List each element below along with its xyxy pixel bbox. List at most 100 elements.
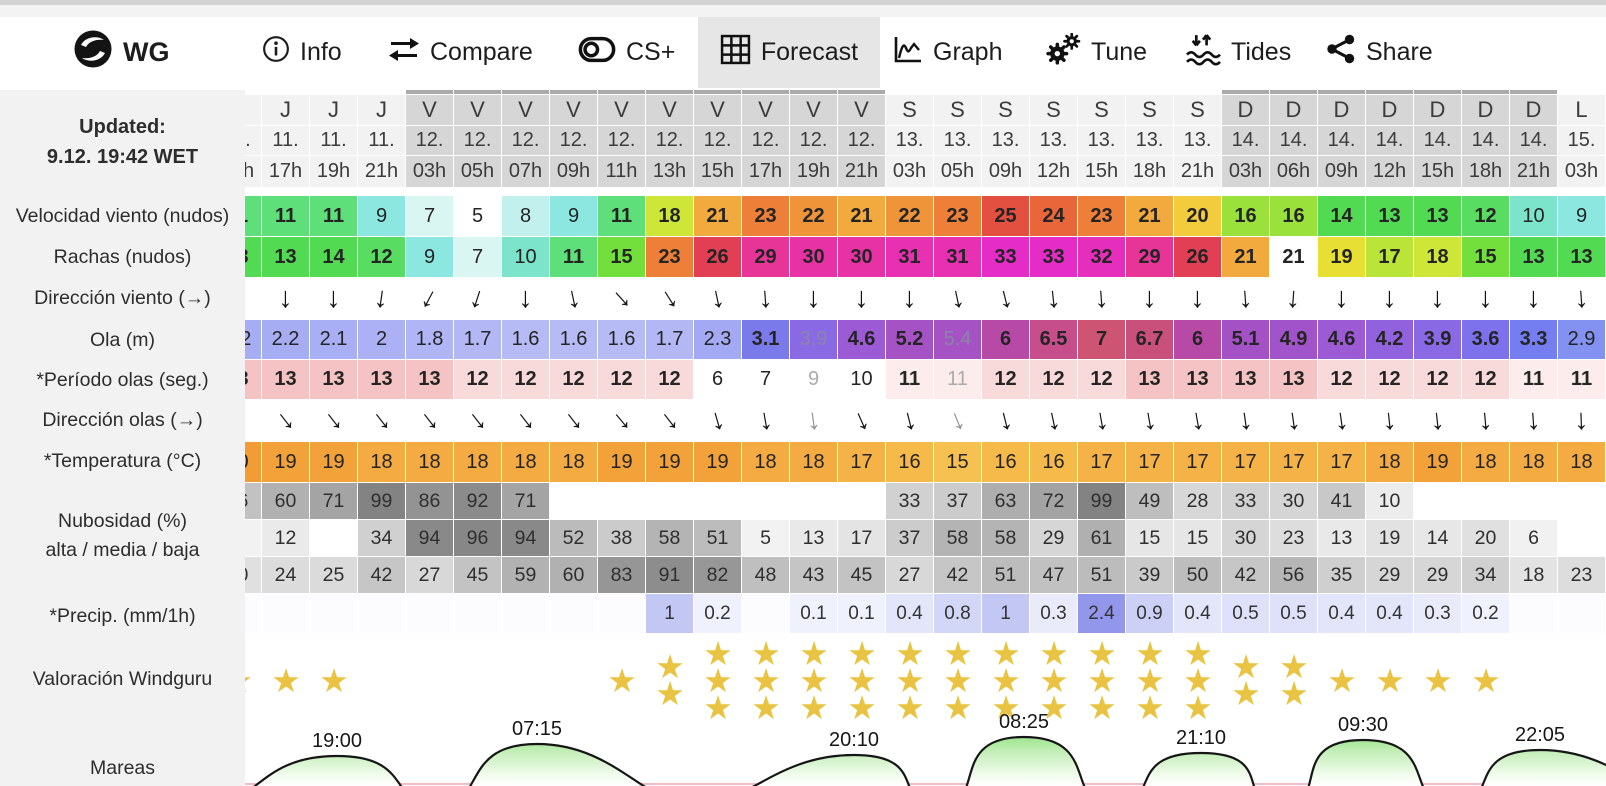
star-icon: ★ (895, 661, 925, 699)
nav-item-tides[interactable]: Tides (1186, 17, 1291, 88)
forecast-column: V 12. 05h 5 7 ↓ 1.7 12 ↓ 18 92 96 45 (454, 90, 502, 726)
precipitation-cell (550, 594, 598, 634)
rating-stars-cell: ★ (262, 634, 310, 726)
cloud-low-cell: 42 (934, 557, 982, 594)
forecast-column: D 14. 15h 13 18 ↓ 3.9 12 ↓ 19 14 29 0.3 ★ (1414, 90, 1462, 726)
cloud-mid-cell: 37 (886, 520, 934, 557)
cloud-low-cell: 50 (1174, 557, 1222, 594)
table-grid-icon (720, 34, 751, 72)
day-strip (934, 90, 982, 95)
temperature-cell: 18 (502, 442, 550, 483)
nav-item-graph[interactable]: Graph (893, 17, 1002, 88)
wind-speed-cell: 11 (245, 196, 262, 237)
cloud-high-cell: 28 (1174, 483, 1222, 520)
wave-height-cell: 5.1 (1222, 320, 1270, 360)
forecast-column: J 11. 17h 11 13 ↓ 2.2 13 ↓ 19 60 12 24 ★ (262, 90, 310, 726)
top-strip (0, 0, 1606, 5)
header-gap (694, 188, 742, 196)
wave-height-cell: 2.9 (1558, 320, 1606, 360)
wave-direction-arrow-icon: ↓ (1573, 403, 1590, 437)
cloud-low-cell: 56 (1270, 557, 1318, 594)
nav-item-share[interactable]: Share (1326, 17, 1433, 88)
header-date-cell: 13. (1174, 126, 1222, 156)
wave-height-cell: 1.7 (646, 320, 694, 360)
wave-direction-arrow-icon: ↓ (1332, 403, 1351, 437)
header-day-cell: D (1414, 95, 1462, 126)
cloud-low-cell: 47 (1030, 557, 1078, 594)
wave-direction-arrow-icon: ↓ (557, 403, 589, 438)
wave-period-cell: 12 (550, 360, 598, 400)
header-hour-cell: 09h (1318, 156, 1366, 188)
header-hour-cell: 19h (790, 156, 838, 188)
wind-direction-cell: ↓ (646, 278, 694, 320)
wave-direction-arrow-icon: ↓ (804, 403, 823, 437)
precipitation-cell (1558, 594, 1606, 634)
star-icon: ★ (1183, 688, 1213, 726)
cloud-low-cell: 48 (742, 557, 790, 594)
wave-direction-arrow-icon: ↓ (944, 402, 971, 438)
star-icon: ★ (847, 688, 877, 726)
cloud-mid-cell: 6 (1510, 520, 1558, 557)
precipitation-cell: 0.5 (1270, 594, 1318, 634)
nav-item-cs-plus[interactable]: CS+ (578, 17, 675, 88)
header-hour-cell: 05h (454, 156, 502, 188)
wave-direction-cell: ↓ (1558, 400, 1606, 442)
wind-direction-arrow-icon: ↓ (946, 280, 968, 316)
row-label-tides: Mareas (89, 757, 156, 779)
header-gap (646, 188, 694, 196)
cloud-high-cell: 30 (1270, 483, 1318, 520)
wave-period-cell: 13 (1270, 360, 1318, 400)
forecast-column: D 14. 12h 13 17 ↓ 4.2 12 ↓ 18 10 19 29 0.4 ★ (1366, 90, 1414, 726)
wave-direction-arrow-icon: ↓ (245, 403, 253, 438)
rating-stars-cell: ★ ★ ★ (1126, 634, 1174, 726)
wave-period-cell: 12 (1030, 360, 1078, 400)
row-label-sidebar: Updated: 9.12. 19:42 WET Velocidad vient… (0, 90, 245, 786)
temperature-cell: 16 (1030, 442, 1078, 483)
nav-item-label: Graph (933, 38, 1003, 66)
gears-icon (1046, 32, 1081, 73)
wave-direction-cell: ↓ (358, 400, 406, 442)
wind-gust-cell: 29 (1126, 237, 1174, 278)
wind-gust-cell: 15 (598, 237, 646, 278)
wind-direction-cell: ↓ (790, 278, 838, 320)
cloud-high-cell: 10 (1366, 483, 1414, 520)
temperature-cell: 19 (1414, 442, 1462, 483)
wind-gust-cell: 19 (1318, 237, 1366, 278)
header-hour-cell: 21h (358, 156, 406, 188)
tide-curve (253, 735, 1606, 786)
wg-logo[interactable]: WG (73, 17, 170, 88)
star-icon: ★ (799, 661, 829, 699)
precipitation-cell: 0.1 (790, 594, 838, 634)
star-icon: ★ (991, 661, 1021, 699)
nav-item-info[interactable]: Info (262, 17, 342, 88)
wave-period-cell: 12 (646, 360, 694, 400)
wave-direction-cell: ↓ (502, 400, 550, 442)
cloud-mid-cell: 20 (1462, 520, 1510, 557)
forecast-column: S 13. 03h 22 31 ↓ 5.2 11 ↓ 16 33 37 27 0.4 ★ ★ ★ (886, 90, 934, 726)
nav-item-compare[interactable]: Compare (388, 17, 533, 88)
nav-item-forecast[interactable]: Forecast (698, 17, 880, 88)
forecast-column: V 12. 11h 11 15 ↓ 1.6 12 ↓ 19 38 83 ★ (598, 90, 646, 726)
wave-direction-cell: ↓ (1270, 400, 1318, 442)
precipitation-cell: 0.4 (886, 594, 934, 634)
header-gap (598, 188, 646, 196)
rating-stars-cell: ★ ★ ★ (790, 634, 838, 726)
star-icon: ★ (1087, 634, 1117, 672)
wind-direction-cell: ↓ (838, 278, 886, 320)
cloud-mid-cell: 94 (406, 520, 454, 557)
cloud-mid-cell: 12 (262, 520, 310, 557)
wind-gust-cell: 12 (358, 237, 406, 278)
rating-stars-cell: ★ ★ ★ (934, 634, 982, 726)
header-date-cell: 11. (358, 126, 406, 156)
star-icon: ★ (751, 661, 781, 699)
rating-stars-cell (550, 634, 598, 726)
wind-speed-cell: 9 (1558, 196, 1606, 237)
forecast-column: V 12. 17h 23 29 ↓ 3.1 7 ↓ 18 5 48 ★ ★ ★ (742, 90, 790, 726)
wind-gust-cell: 10 (502, 237, 550, 278)
rating-stars-cell: ★ (1414, 634, 1462, 726)
nav-item-tune[interactable]: Tune (1046, 17, 1147, 88)
forecast-column: V 12. 09h 9 11 ↓ 1.6 12 ↓ 18 52 60 (550, 90, 598, 726)
header-date-cell: 12. (598, 126, 646, 156)
temperature-cell: 18 (1366, 442, 1414, 483)
row-label-cloud-cover: Nubosidad (%) (58, 510, 187, 532)
